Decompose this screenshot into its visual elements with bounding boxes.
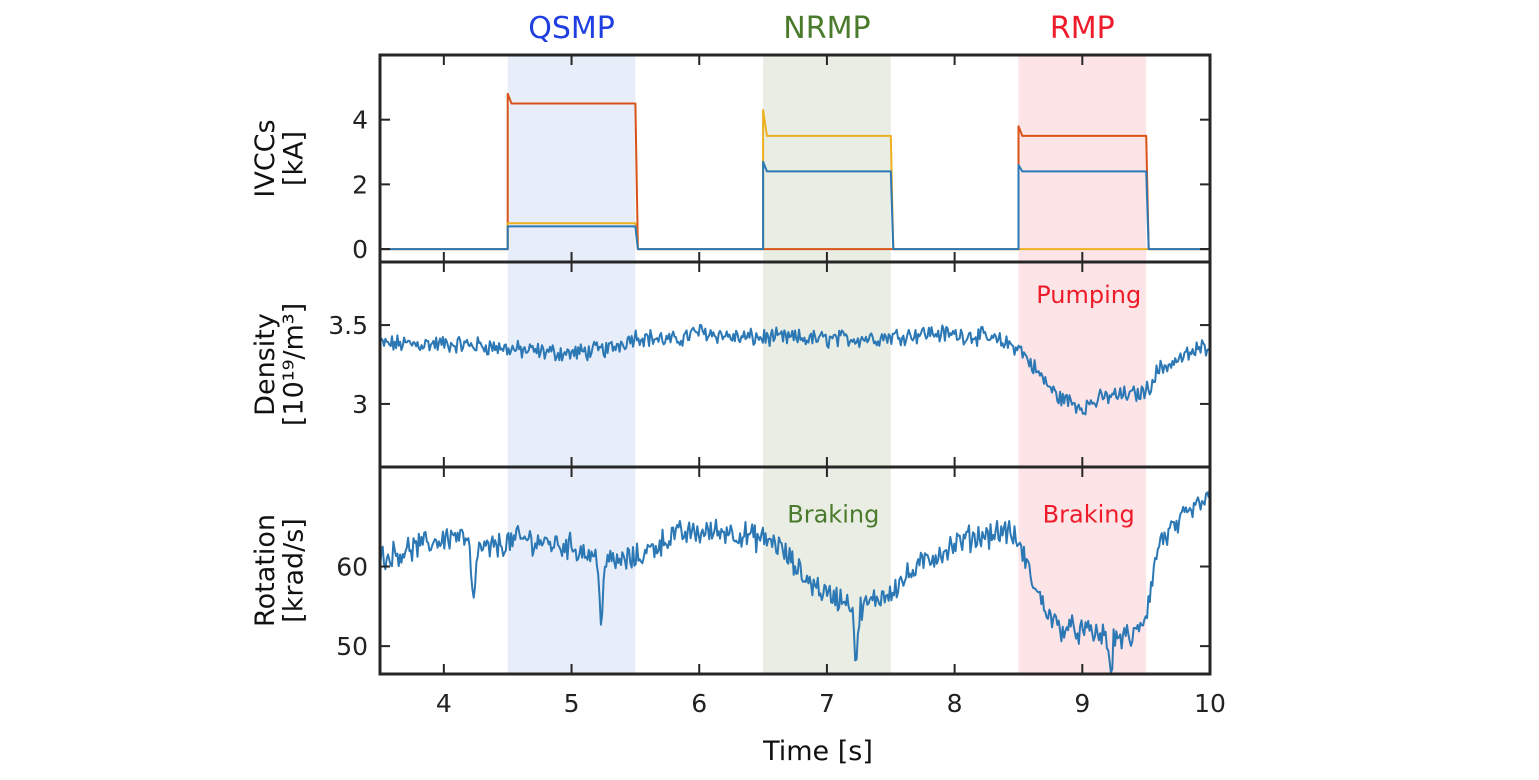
series-ivcc-2 bbox=[380, 160, 1210, 251]
xtick-label: 6 bbox=[691, 689, 707, 718]
y-axis-title-rotation: Rotation[krad/s] bbox=[250, 514, 309, 627]
shaded-region-rmp bbox=[1018, 55, 1147, 674]
xtick-label: 5 bbox=[564, 689, 580, 718]
series-layer bbox=[380, 92, 1210, 674]
y-axis-title-line: Rotation bbox=[250, 514, 281, 627]
y-axis-title-ivcc: IVCCs[kA] bbox=[250, 119, 309, 197]
y-axis-title-line: [krad/s] bbox=[278, 518, 309, 623]
ytick-label-ivcc: 2 bbox=[352, 170, 368, 199]
xtick-label: 4 bbox=[436, 689, 452, 718]
series-density-0 bbox=[380, 323, 1210, 416]
y-axis-title-line: [10¹⁹/m³] bbox=[278, 303, 309, 426]
panel-frame-rotation bbox=[378, 465, 1212, 676]
ytick-label-ivcc: 0 bbox=[352, 235, 368, 264]
region-labels: QSMP NRMP RMP bbox=[528, 11, 1115, 46]
series-rotation-0 bbox=[380, 484, 1210, 674]
xtick-label: 9 bbox=[1074, 689, 1090, 718]
x-axis-title: Time [s] bbox=[762, 736, 873, 767]
annotation-pumping: Pumping bbox=[1036, 281, 1141, 309]
annotation-braking: Braking bbox=[1043, 501, 1135, 529]
tick-labels: 0 2 4 3 3.5 50 60 4 5 6 7 8 9 10 bbox=[328, 106, 1226, 718]
panel-rotation bbox=[380, 484, 1210, 674]
panel-ivcc bbox=[380, 92, 1210, 251]
shaded-regions bbox=[507, 55, 1147, 674]
ytick-label-density: 3.5 bbox=[328, 311, 368, 340]
axes-frames bbox=[378, 53, 1212, 676]
ytick-label-rotation: 60 bbox=[336, 553, 368, 582]
region-label-nrmp: NRMP bbox=[783, 11, 870, 46]
y-axis-title-line: [kA] bbox=[278, 131, 309, 186]
shaded-region-qsmp bbox=[507, 55, 636, 674]
annotation-braking: Braking bbox=[787, 501, 879, 529]
y-axis-title-line: IVCCs bbox=[250, 119, 281, 197]
ytick-label-density: 3 bbox=[352, 390, 368, 419]
xtick-label: 10 bbox=[1194, 689, 1226, 718]
y-axis-title-line: Density bbox=[250, 313, 281, 416]
region-label-qsmp: QSMP bbox=[528, 11, 615, 46]
ytick-label-rotation: 50 bbox=[336, 632, 368, 661]
region-label-rmp: RMP bbox=[1050, 11, 1115, 46]
y-axis-titles: IVCCs[kA] Density[10¹⁹/m³] Rotation[krad/s… bbox=[250, 119, 309, 627]
series-ivcc-0 bbox=[380, 92, 1210, 251]
panel-density bbox=[380, 323, 1210, 416]
xtick-label: 8 bbox=[947, 689, 963, 718]
annotations: Pumping Braking Braking bbox=[787, 281, 1141, 529]
ytick-label-ivcc: 4 bbox=[352, 106, 368, 135]
xtick-label: 7 bbox=[819, 689, 835, 718]
shaded-region-nrmp bbox=[763, 55, 891, 674]
y-axis-title-density: Density[10¹⁹/m³] bbox=[250, 303, 309, 426]
